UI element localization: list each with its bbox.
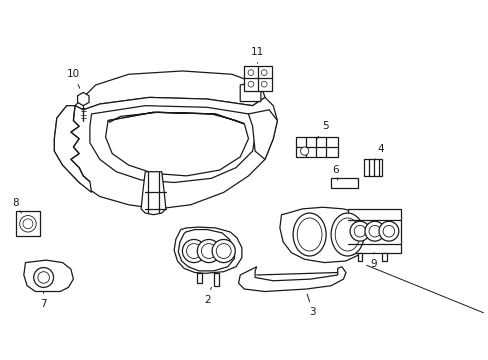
Circle shape <box>216 244 231 258</box>
Polygon shape <box>347 209 401 253</box>
Circle shape <box>34 267 54 287</box>
Circle shape <box>38 272 49 283</box>
Text: 1: 1 <box>366 265 488 321</box>
Text: 6: 6 <box>331 165 338 180</box>
Polygon shape <box>141 172 165 215</box>
Polygon shape <box>213 273 218 286</box>
Polygon shape <box>24 260 73 292</box>
Circle shape <box>261 81 266 87</box>
Polygon shape <box>75 71 264 110</box>
Polygon shape <box>178 230 234 271</box>
Circle shape <box>20 216 36 232</box>
Text: 10: 10 <box>67 69 80 88</box>
Polygon shape <box>105 112 248 176</box>
Polygon shape <box>174 227 242 273</box>
Circle shape <box>382 225 394 237</box>
Polygon shape <box>90 106 256 183</box>
Ellipse shape <box>292 213 325 256</box>
Circle shape <box>368 225 380 237</box>
Polygon shape <box>248 110 277 159</box>
Text: 9: 9 <box>370 253 377 269</box>
Circle shape <box>349 221 369 241</box>
Ellipse shape <box>335 218 359 251</box>
Circle shape <box>364 221 384 241</box>
Text: 2: 2 <box>203 287 211 305</box>
Text: 4: 4 <box>374 144 383 160</box>
Polygon shape <box>364 159 382 176</box>
Circle shape <box>182 239 205 262</box>
Polygon shape <box>382 253 386 261</box>
Text: 5: 5 <box>316 121 328 139</box>
Circle shape <box>353 225 365 237</box>
Ellipse shape <box>297 218 321 251</box>
Polygon shape <box>279 207 370 262</box>
Text: 11: 11 <box>250 47 264 63</box>
Polygon shape <box>108 112 244 124</box>
Polygon shape <box>54 106 91 192</box>
Polygon shape <box>244 66 271 91</box>
Polygon shape <box>197 273 202 283</box>
Polygon shape <box>54 98 277 209</box>
Circle shape <box>23 219 33 229</box>
Circle shape <box>378 221 398 241</box>
Ellipse shape <box>330 213 364 256</box>
Polygon shape <box>240 82 260 102</box>
Text: 8: 8 <box>12 198 21 213</box>
Circle shape <box>197 239 220 262</box>
Polygon shape <box>16 211 40 236</box>
Polygon shape <box>330 178 357 188</box>
Polygon shape <box>357 253 362 261</box>
Text: 3: 3 <box>306 294 316 317</box>
Polygon shape <box>296 137 337 157</box>
Text: 7: 7 <box>40 292 47 309</box>
Circle shape <box>212 239 235 262</box>
Circle shape <box>201 244 216 258</box>
Polygon shape <box>238 267 345 292</box>
Circle shape <box>247 81 253 87</box>
Circle shape <box>300 147 308 155</box>
Polygon shape <box>78 93 89 106</box>
Circle shape <box>247 70 253 76</box>
Circle shape <box>261 70 266 76</box>
Circle shape <box>186 244 201 258</box>
